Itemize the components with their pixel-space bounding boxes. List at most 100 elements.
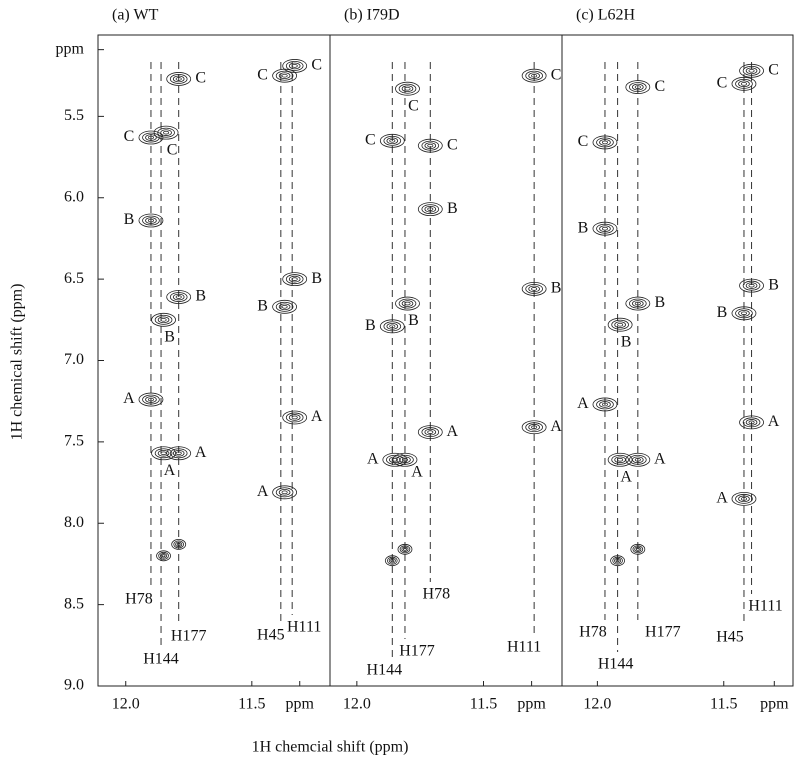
peak-contour [176,542,181,546]
peak-contour [147,135,154,140]
peak-label: A [367,450,379,467]
peak-contour [160,317,167,322]
peak-contour [171,539,187,550]
peak [521,420,547,435]
peak-contour [383,135,402,146]
peak [153,125,179,140]
peak-contour [525,422,543,433]
peak-contour [596,137,614,148]
residue-label: H111 [507,639,541,656]
peak-contour [384,555,400,567]
peak-contour [282,410,308,425]
y-axis-title: 1H chemical shift (ppm) [9,284,26,441]
peak-label: A [620,468,632,485]
peak-contour [607,317,633,332]
peak-contour [145,396,157,403]
peak-label: C [717,74,728,91]
peak-contour [748,283,755,288]
panel-title: (c) L62H [576,7,636,24]
peak [625,80,651,94]
peak-contour [635,547,640,551]
y-tick-label: 7.5 [64,433,84,450]
peak [379,319,405,334]
peak-contour [739,278,764,293]
peak [151,312,176,327]
peak-contour [379,319,405,334]
peak-contour [285,274,304,285]
peak-label: A [768,413,780,430]
y-tick-label: 8.0 [64,514,84,531]
peak-contour [417,202,443,217]
peak-label: A [123,390,135,407]
peak-contour [288,62,301,70]
peak [592,397,618,412]
peak-contour [145,217,157,224]
peak-contour [612,556,623,565]
peak-contour [632,545,644,554]
peak-contour [614,558,622,564]
residue-label: H144 [367,662,403,679]
peak-contour [601,402,609,407]
peak-label: C [408,97,419,114]
y-tick-label: ppm [56,40,85,57]
residue-label: H78 [125,591,153,608]
residue-label: H45 [716,629,744,646]
peak-contour [399,545,411,554]
peak-contour [417,425,443,440]
peak-contour [401,546,409,552]
peak-contour [401,457,409,462]
peak-contour [175,295,182,299]
peak [272,68,298,83]
peak-contour [634,301,641,306]
peak-contour [424,142,437,149]
peak-label: C [768,61,779,78]
residue-label: H177 [171,628,207,645]
peak-contour [175,451,182,456]
peak [731,76,757,91]
peak-contour [528,285,540,293]
peak-contour [389,456,401,464]
peak-contour [157,316,170,324]
peak [138,213,164,228]
peak-label: A [164,462,176,479]
peak-contour [395,296,420,311]
peak-contour [142,215,160,226]
peak-contour [173,540,184,549]
peak-label: B [195,288,206,305]
peak-contour [421,427,440,438]
peak-contour [275,487,294,498]
peak-contour [421,204,440,215]
peak-label: C [654,78,665,95]
peak-contour [632,83,644,91]
peak-contour [592,135,618,150]
y-tick-label: 6.0 [64,188,84,205]
peak [607,452,633,467]
peak-contour [160,129,172,136]
peak-contour [528,423,540,431]
peak-contour [387,556,398,565]
peak-contour [288,275,301,283]
peak-contour [278,489,291,496]
peak [272,299,298,314]
peak-label: A [447,423,459,440]
peak [739,63,764,78]
peak-contour [389,324,396,329]
peak-contour [731,306,757,321]
peak-contour [161,554,166,558]
peak-contour [147,218,154,223]
peak-contour [630,543,646,555]
peak-label: C [257,66,268,83]
x-tick-label: 11.5 [470,696,497,713]
residue-label: H177 [645,624,681,641]
peak-contour [282,272,308,287]
peak [166,446,192,461]
peak-contour [163,130,170,135]
peak-label: A [716,490,728,507]
peak-contour [153,125,179,140]
peak [379,133,405,148]
peak [731,491,757,506]
peak-label: B [768,276,779,293]
peak-contour [525,283,543,294]
peak-label: C [124,128,135,145]
